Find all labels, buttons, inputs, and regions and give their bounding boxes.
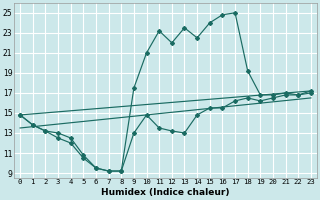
X-axis label: Humidex (Indice chaleur): Humidex (Indice chaleur) [101, 188, 230, 197]
